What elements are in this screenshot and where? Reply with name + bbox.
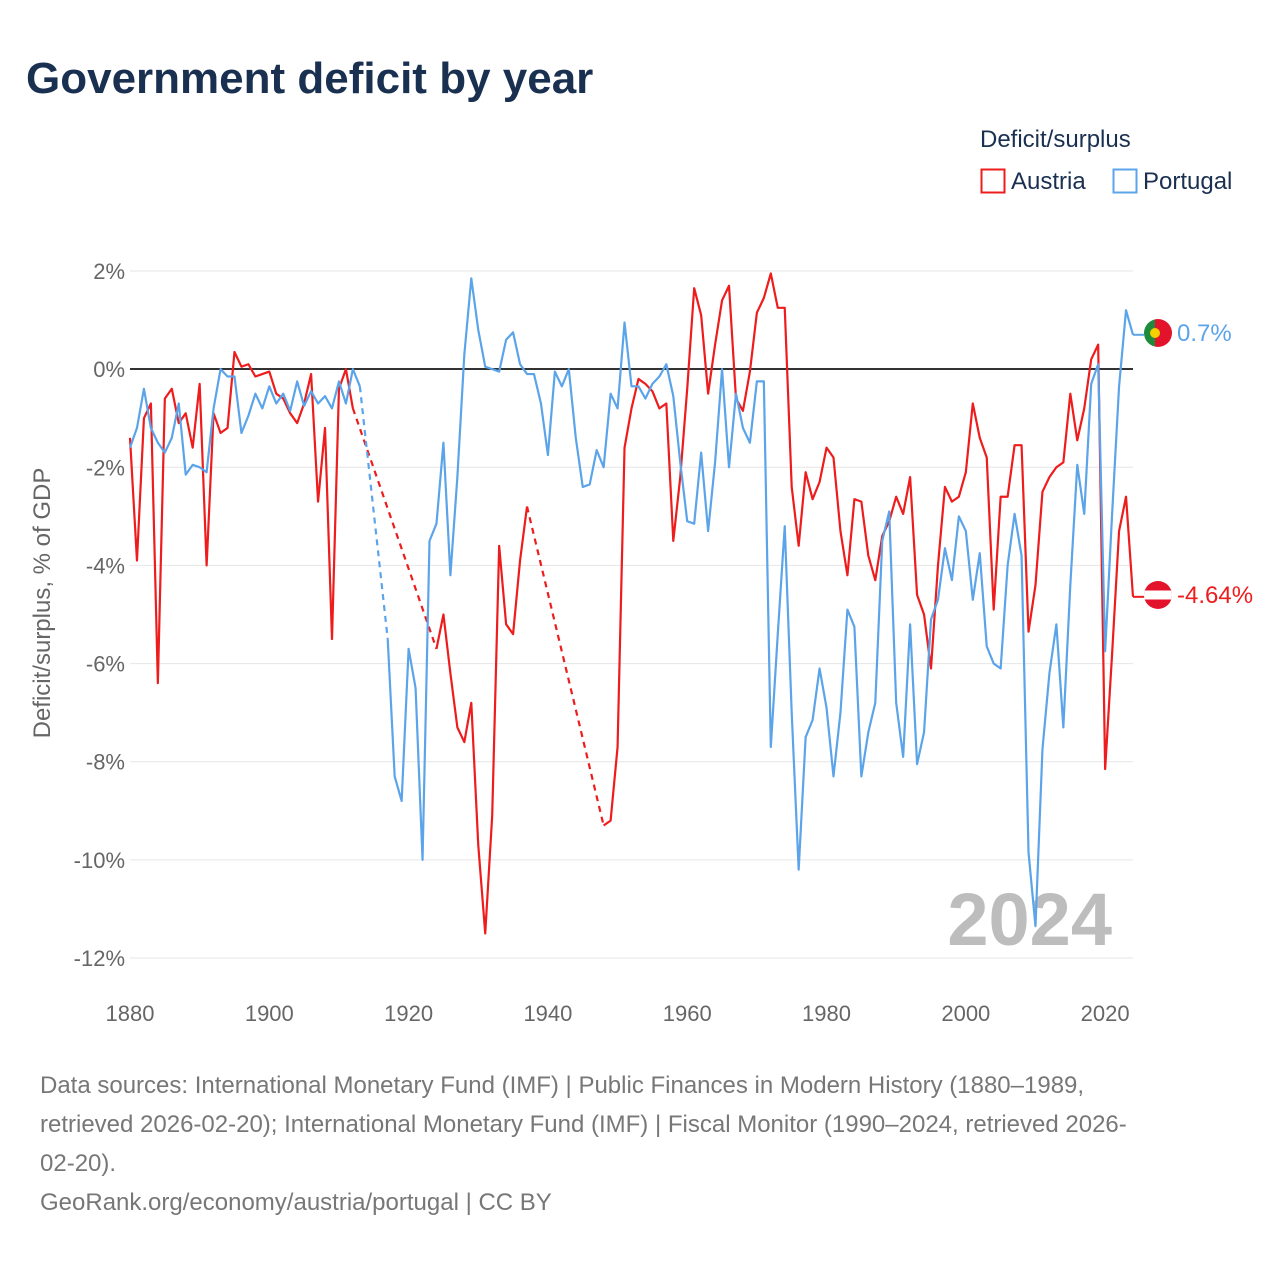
line-segment — [128, 368, 361, 476]
line-segment — [603, 272, 1135, 827]
series-austria — [128, 272, 1144, 935]
x-axis-ticks: 1880 1900 1920 1940 1960 1980 2000 2020 — [106, 1001, 1130, 1026]
chart-title: Government deficit by year — [26, 54, 593, 103]
legend-title: Deficit/surplus — [980, 126, 1131, 153]
x-tick-label: 1900 — [245, 1001, 294, 1026]
credit-link[interactable]: GeoRank.org/economy/austria/portugal | C… — [40, 1189, 552, 1216]
legend-swatch-austria — [980, 168, 1006, 194]
x-tick-label: 1960 — [663, 1001, 712, 1026]
x-tick-label: 1880 — [106, 1001, 155, 1026]
y-tick-label: -4% — [86, 553, 125, 578]
austria-flag-icon — [1144, 581, 1172, 609]
y-tick-label: 0% — [93, 357, 125, 382]
x-tick-label: 1940 — [523, 1001, 572, 1026]
gap-segment — [358, 386, 389, 640]
source-line-1: Data sources: International Monetary Fun… — [40, 1072, 1085, 1099]
gridlines — [130, 270, 1133, 959]
end-label-portugal: 0.7% — [1177, 320, 1232, 347]
y-tick-label: -6% — [86, 652, 125, 677]
y-tick-label: -8% — [86, 750, 125, 775]
legend-item-austria[interactable]: Austria — [980, 168, 1087, 195]
series-lines — [128, 272, 1144, 935]
x-tick-label: 2020 — [1081, 1001, 1130, 1026]
y-tick-label: -12% — [74, 946, 125, 971]
line-segment — [128, 350, 354, 685]
gap-segment — [351, 408, 438, 650]
x-tick-label: 1920 — [384, 1001, 433, 1026]
y-axis-label: Deficit/surplus, % of GDP — [29, 468, 56, 739]
y-tick-label: -10% — [74, 848, 125, 873]
legend-item-portugal[interactable]: Portugal — [1112, 168, 1233, 195]
legend-swatch-portugal — [1112, 168, 1138, 194]
series-portugal — [128, 277, 1144, 928]
source-line-3: 02-20). — [40, 1150, 117, 1177]
line-segment — [386, 277, 1135, 928]
source-line-2: retrieved 2026-02-20); International Mon… — [40, 1111, 1127, 1138]
portugal-flag-icon — [1144, 319, 1172, 347]
end-label-austria: -4.64% — [1177, 582, 1253, 609]
line-segment — [435, 506, 529, 935]
footer: Data sources: International Monetary Fun… — [40, 1066, 1250, 1222]
legend-label-austria: Austria — [1011, 168, 1086, 195]
legend-label-portugal: Portugal — [1143, 168, 1232, 195]
y-tick-label: -2% — [86, 455, 125, 480]
gap-segment — [525, 506, 605, 826]
year-watermark: 2024 — [947, 878, 1112, 961]
y-axis-ticks: 2% 0% -2% -4% -6% -8% -10% -12% — [74, 259, 125, 971]
x-tick-label: 1980 — [802, 1001, 851, 1026]
x-tick-label: 2000 — [941, 1001, 990, 1026]
y-tick-label: 2% — [93, 259, 125, 284]
